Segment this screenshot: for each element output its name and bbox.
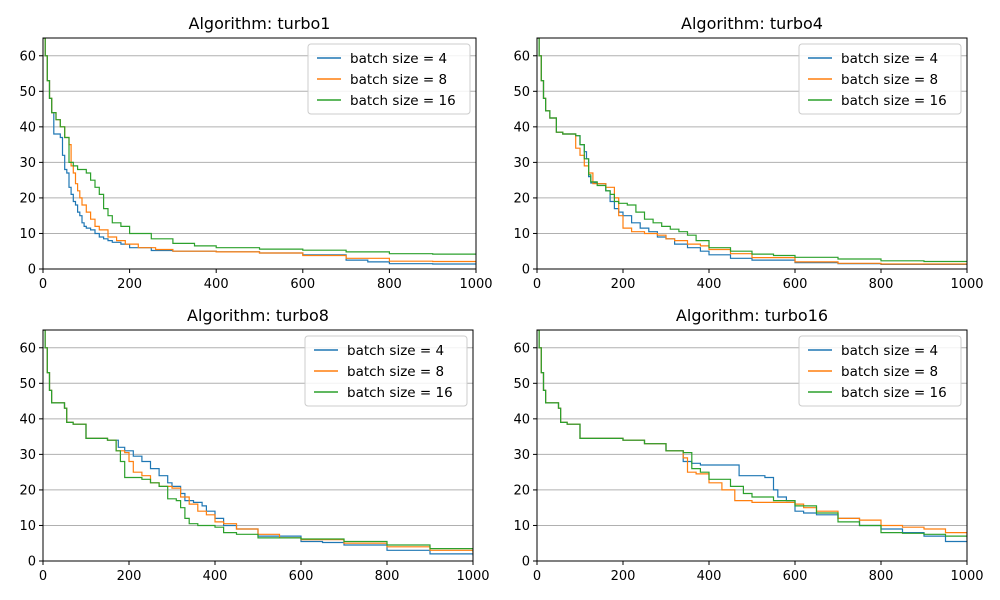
x-tick-label: 600 — [783, 277, 808, 292]
series-line-batch-16 — [537, 330, 967, 540]
y-tick-label: 20 — [513, 191, 530, 206]
y-tick-label: 50 — [513, 377, 530, 392]
x-tick-label: 0 — [533, 277, 541, 292]
x-tick-label: 200 — [117, 569, 142, 584]
x-tick-label: 400 — [697, 569, 722, 584]
y-tick-label: 20 — [513, 483, 530, 498]
y-tick-label: 40 — [19, 412, 36, 427]
series-line-batch-16 — [43, 330, 473, 553]
x-tick-label: 400 — [203, 569, 228, 584]
y-tick-label: 0 — [522, 263, 530, 278]
axes-frame — [42, 329, 474, 562]
x-tick-label: 200 — [611, 569, 636, 584]
legend-label: batch size = 8 — [841, 72, 938, 88]
axes-frame — [42, 37, 477, 270]
y-tick-label: 30 — [513, 156, 530, 171]
x-tick-label: 1000 — [456, 569, 489, 584]
x-tick-label: 0 — [39, 277, 47, 292]
x-tick-label: 400 — [697, 277, 722, 292]
legend: batch size = 4 batch size = 8 batch size =… — [304, 335, 468, 407]
y-tick-label: 40 — [513, 412, 530, 427]
axes-frame — [536, 329, 968, 562]
x-tick-label: 1000 — [950, 277, 983, 292]
y-tick-label: 50 — [19, 377, 36, 392]
legend: batch size = 4 batch size = 8 batch size =… — [798, 335, 962, 407]
y-tick-label: 50 — [19, 85, 36, 100]
y-tick-label: 20 — [19, 483, 36, 498]
x-tick-label: 200 — [611, 277, 636, 292]
y-tick-label: 10 — [513, 519, 530, 534]
legend-label: batch size = 8 — [350, 72, 447, 88]
legend: batch size = 4 batch size = 8 batch size =… — [307, 43, 471, 115]
legend-label: batch size = 16 — [347, 385, 453, 401]
legend-label: batch size = 8 — [841, 364, 938, 380]
legend-label: batch size = 16 — [841, 93, 947, 109]
x-tick-label: 800 — [375, 569, 400, 584]
legend-box — [798, 335, 962, 407]
legend-box — [307, 43, 471, 115]
legend-box — [304, 335, 468, 407]
legend-label: batch size = 4 — [350, 51, 447, 67]
y-tick-label: 10 — [19, 519, 36, 534]
legend-label: batch size = 4 — [841, 343, 938, 359]
legend: batch size = 4 batch size = 8 batch size =… — [798, 43, 962, 115]
legend-box — [798, 43, 962, 115]
legend-label: batch size = 4 — [841, 51, 938, 67]
y-tick-label: 60 — [19, 341, 36, 356]
x-tick-label: 1000 — [459, 277, 492, 292]
y-tick-label: 30 — [19, 156, 36, 171]
y-tick-label: 0 — [28, 555, 36, 570]
series-line-batch-16 — [43, 38, 476, 255]
y-tick-label: 0 — [522, 555, 530, 570]
x-tick-label: 200 — [117, 277, 142, 292]
chart-title: Algorithm: turbo16 — [676, 306, 828, 325]
legend-label: batch size = 16 — [350, 93, 456, 109]
legend-label: batch size = 4 — [347, 343, 444, 359]
chart-title: Algorithm: turbo1 — [189, 14, 331, 33]
y-tick-label: 10 — [513, 227, 530, 242]
y-tick-label: 10 — [19, 227, 36, 242]
x-tick-label: 0 — [533, 569, 541, 584]
legend-label: batch size = 16 — [841, 385, 947, 401]
y-tick-label: 20 — [19, 191, 36, 206]
y-tick-label: 0 — [28, 263, 36, 278]
x-tick-label: 0 — [39, 569, 47, 584]
series-line-batch-16 — [537, 38, 967, 263]
x-tick-label: 800 — [377, 277, 402, 292]
legend-label: batch size = 8 — [347, 364, 444, 380]
x-tick-label: 800 — [869, 569, 894, 584]
y-tick-label: 60 — [513, 49, 530, 64]
x-tick-label: 600 — [290, 277, 315, 292]
axes-frame — [536, 37, 968, 270]
y-tick-label: 60 — [513, 341, 530, 356]
x-tick-label: 600 — [783, 569, 808, 584]
y-tick-label: 30 — [513, 448, 530, 463]
x-tick-label: 800 — [869, 277, 894, 292]
x-tick-label: 400 — [204, 277, 229, 292]
y-tick-label: 30 — [19, 448, 36, 463]
y-tick-label: 40 — [19, 120, 36, 135]
y-tick-label: 60 — [19, 49, 36, 64]
chart-title: Algorithm: turbo4 — [681, 14, 823, 33]
x-tick-label: 600 — [289, 569, 314, 584]
y-tick-label: 40 — [513, 120, 530, 135]
x-tick-label: 1000 — [950, 569, 983, 584]
y-tick-label: 50 — [513, 85, 530, 100]
chart-title: Algorithm: turbo8 — [187, 306, 329, 325]
